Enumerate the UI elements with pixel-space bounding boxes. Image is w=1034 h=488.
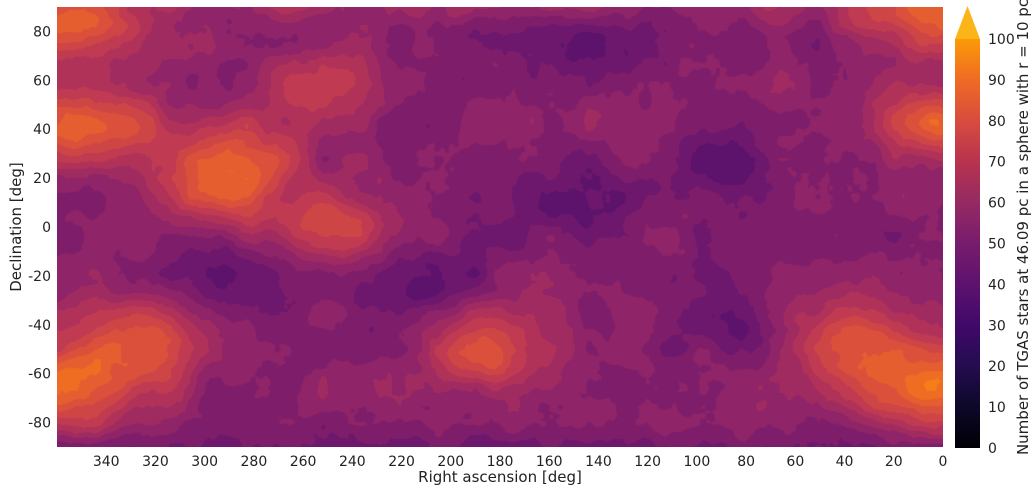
colorbar-tick-label: 0 (988, 441, 997, 457)
y-tick-label: 20 (33, 171, 51, 187)
y-tick-label: -20 (28, 269, 51, 285)
colorbar-tick-label: 50 (988, 237, 1006, 253)
colorbar-tick-label: 70 (988, 155, 1006, 171)
x-tick-label: 200 (437, 454, 464, 470)
colorbar-tick-label: 40 (988, 277, 1006, 293)
colorbar-tick-label: 90 (988, 73, 1006, 89)
x-tick-label: 180 (487, 454, 514, 470)
colorbar (955, 39, 980, 448)
colorbar-tick-label: 60 (988, 196, 1006, 212)
y-tick-label: 0 (42, 220, 51, 236)
x-tick-label: 100 (684, 454, 711, 470)
x-tick-label: 160 (536, 454, 563, 470)
heatmap-plot-area (57, 7, 943, 447)
y-tick-label: 60 (33, 73, 51, 89)
x-tick-label: 60 (786, 454, 804, 470)
x-tick-label: 20 (885, 454, 903, 470)
x-tick-label: 240 (339, 454, 366, 470)
colorbar-tick-label: 80 (988, 114, 1006, 130)
y-axis-label: Declination [deg] (7, 162, 25, 292)
x-tick-label: 340 (93, 454, 120, 470)
x-tick-label: 260 (290, 454, 317, 470)
x-tick-label: 120 (634, 454, 661, 470)
y-tick-label: -40 (28, 318, 51, 334)
colorbar-tick-label: 30 (988, 318, 1006, 334)
y-tick-label: 40 (33, 122, 51, 138)
x-tick-label: 320 (142, 454, 169, 470)
x-tick-label: 220 (388, 454, 415, 470)
x-tick-label: 0 (939, 454, 948, 470)
x-tick-label: 80 (737, 454, 755, 470)
colorbar-tick-label: 20 (988, 359, 1006, 375)
y-tick-label: -80 (28, 416, 51, 432)
x-tick-label: 40 (836, 454, 854, 470)
y-tick-label: -60 (28, 367, 51, 383)
colorbar-tick-label: 100 (988, 32, 1015, 48)
colorbar-tick-label: 10 (988, 400, 1006, 416)
colorbar-label: Number of TGAS stars at 46.09 pc in a sp… (1014, 0, 1032, 455)
colorbar-extend-max-arrow (955, 6, 980, 39)
x-tick-label: 300 (191, 454, 218, 470)
x-axis-label: Right ascension [deg] (418, 468, 582, 486)
x-tick-label: 280 (241, 454, 268, 470)
x-tick-label: 140 (585, 454, 612, 470)
y-tick-label: 80 (33, 24, 51, 40)
